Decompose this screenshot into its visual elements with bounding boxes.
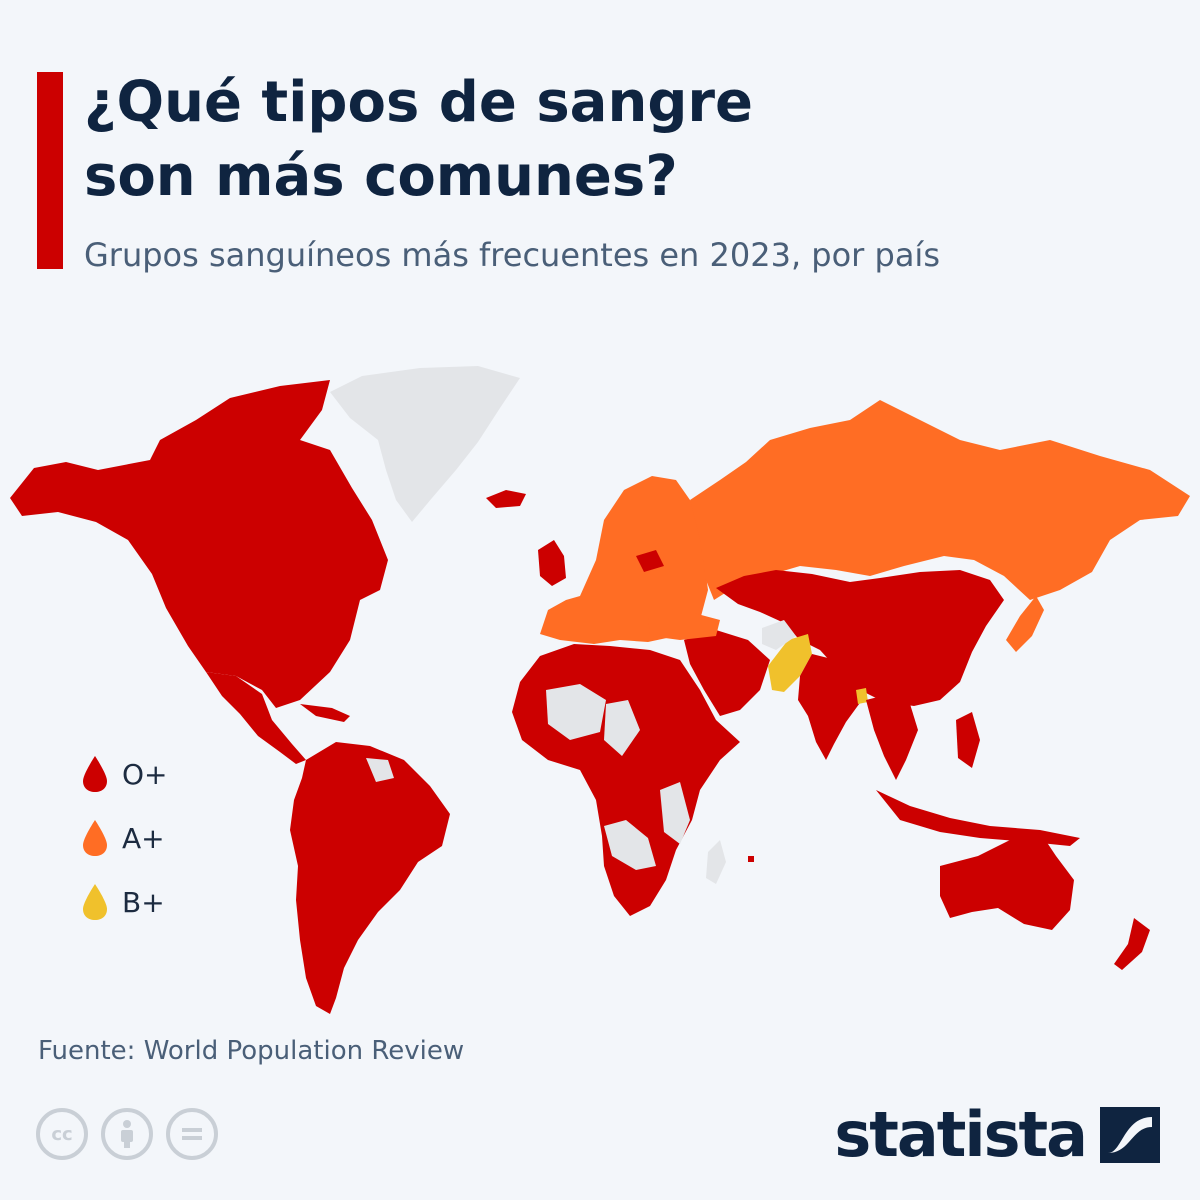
blood-drop-icon	[83, 756, 107, 792]
statista-mark-icon	[1100, 1106, 1160, 1163]
region-madagascar	[706, 840, 726, 884]
region-greenland	[330, 366, 520, 522]
cc-icon[interactable]: cc	[36, 1108, 88, 1160]
region-central-asia-china	[716, 570, 1004, 706]
attribution-icon[interactable]	[101, 1108, 153, 1160]
page-title: ¿Qué tipos de sangre son más comunes?	[84, 66, 1084, 214]
region-india	[798, 654, 862, 760]
legend-item-b-positive: B+	[80, 870, 168, 934]
region-central-america	[206, 672, 306, 764]
region-southeast-asia	[866, 694, 918, 780]
no-derivatives-icon[interactable]	[166, 1108, 218, 1160]
region-pakistan	[768, 634, 812, 692]
region-russia	[690, 400, 1190, 600]
region-philippines	[956, 712, 980, 768]
legend-item-a-positive: A+	[80, 806, 168, 870]
title-line-2: son más comunes?	[84, 144, 678, 209]
legend-label-b-positive: B+	[122, 885, 165, 919]
region-mauritius	[748, 856, 754, 862]
title-accent-bar	[37, 72, 63, 269]
region-indonesia	[876, 790, 1080, 846]
region-south-america	[290, 742, 450, 1014]
license-icons: cc	[36, 1108, 218, 1160]
region-africa-no-data-1	[546, 684, 606, 740]
region-africa-no-data-2	[604, 700, 640, 756]
region-guianas	[366, 758, 394, 782]
region-europe	[540, 476, 708, 644]
region-bangladesh	[856, 688, 868, 704]
region-afghanistan	[762, 620, 796, 650]
region-turkey	[648, 612, 720, 640]
world-map	[10, 366, 1190, 1014]
region-belarus	[636, 550, 664, 572]
region-japan	[1006, 596, 1044, 652]
map-legend: O+ A+ B+	[80, 742, 168, 934]
title-line-1: ¿Qué tipos de sangre	[84, 70, 754, 135]
region-africa-no-data-4	[660, 782, 690, 844]
legend-label-a-positive: A+	[122, 821, 165, 855]
region-uk-ireland	[538, 540, 566, 586]
blood-drop-icon	[83, 884, 107, 920]
legend-item-o-positive: O+	[80, 742, 168, 806]
legend-label-o-positive: O+	[122, 757, 168, 791]
region-australia	[940, 832, 1074, 930]
page-subtitle: Grupos sanguíneos más frecuentes en 2023…	[84, 236, 940, 274]
blood-drop-icon	[83, 820, 107, 856]
brand-name: statista	[834, 1098, 1088, 1171]
region-north-america	[10, 380, 388, 708]
statista-logo[interactable]: statista	[834, 1098, 1160, 1171]
source-note: Fuente: World Population Review	[38, 1036, 465, 1066]
region-middle-east	[684, 630, 770, 716]
region-iceland	[486, 490, 526, 508]
region-caribbean	[300, 704, 350, 722]
region-africa-no-data-3	[604, 820, 656, 870]
region-new-zealand	[1114, 918, 1150, 970]
